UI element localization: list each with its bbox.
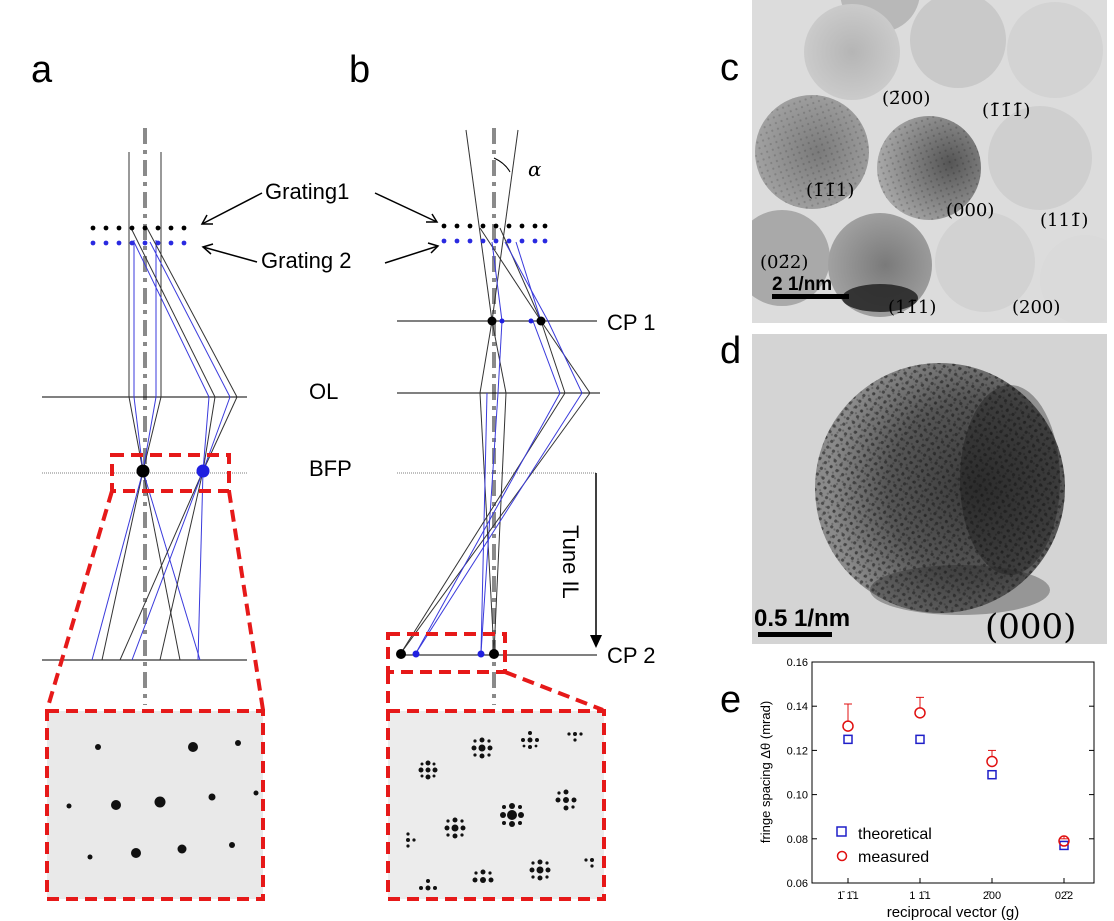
y-tick-label: 0.16 [787,657,808,669]
bfp-selection-box [110,453,231,493]
panel-label-a: a [31,49,53,91]
y-tick-label: 0.08 [787,834,808,846]
panel-label-c: c [720,47,739,89]
point-theoretical [843,734,853,745]
micrograph-c-labels: (2̄00) (1̄1̄1̄) (1̄1̄1) (000) (111̄) (02… [760,88,1088,318]
y-axis: 0.06 0.08 0.10 0.12 0.14 0.16 [787,657,1094,890]
cp1-label: CP 1 [607,310,656,335]
spot-label-111bar-bar: (1̄1̄1) [806,180,854,201]
cp2-label: CP 2 [607,643,656,668]
bfp-spot-black-a [136,464,150,478]
x-tick-label: 1̄ 1̄1 [837,890,858,902]
y-axis-label: fringe spacing Δθ (mrad) [758,701,773,843]
micrograph-d-index: (000) [985,607,1076,647]
legend-marker-measured [836,850,848,862]
spot-label-200: (200) [1012,297,1060,318]
x-tick-label: 2̄00 [983,890,1001,902]
ray-diagram-a [42,128,265,901]
y-tick-label: 0.10 [787,790,808,802]
grating-arrows [200,192,440,264]
x-tick-label: 1 1̄1 [909,890,930,902]
spot-label-200bar: (2̄00) [882,88,930,109]
inset-diffraction-b [386,709,606,901]
micrograph-d-labels: 0.5 1/nm (000) [754,605,1076,647]
scale-bar-d-label: 0.5 1/nm [754,605,850,632]
tune-il-label: Tune IL [558,525,583,599]
grating2-a [90,240,187,246]
point-measured [1058,835,1070,847]
y-tick-label: 0.14 [787,701,808,713]
x-axis: 1̄ 1̄1 1 1̄1 2̄00 02̄2 [837,878,1073,902]
y-tick-label: 0.06 [787,878,808,890]
panel-label-b: b [349,49,370,91]
fringe-spacing-chart: 0.06 0.08 0.10 0.12 0.14 0.16 1̄ 1̄1 1 1̄1 2̄00… [758,657,1095,921]
alpha-label: α [528,157,542,181]
diffraction-clusters-b [406,731,594,891]
grating1-label: Grating1 [265,179,349,204]
micrograph-d [752,334,1107,644]
legend-label-theoretical: theoretical [858,826,932,843]
scale-bar-d [758,632,832,637]
spot-label-11bar1: (11̄1) [888,297,936,318]
point-theoretical [987,769,997,780]
grating1-b [441,223,548,229]
legend-label-measured: measured [858,849,929,866]
grating2-label: Grating 2 [261,248,352,273]
point-theoretical [1059,840,1069,851]
diffraction-spots-a [66,740,259,860]
micrograph-c [752,0,1107,323]
point-measured [842,720,854,732]
ray-diagram-b: α [386,128,606,901]
cp2-selection-box [386,632,507,674]
spot-label-111bar: (111̄) [1040,210,1088,231]
ol-label: OL [309,379,338,404]
spot-label-022bar: (02̄2) [760,252,808,273]
panel-label-d: d [720,330,741,372]
bfp-spot-blue-a [196,464,210,478]
y-tick-label: 0.12 [787,745,808,757]
grating2-b [441,238,548,244]
x-tick-label: 02̄2 [1055,890,1073,902]
legend-marker-theoretical [836,826,847,837]
spot-label-000: (000) [946,200,994,221]
spot-label-111bar-bar-bar: (1̄1̄1̄) [982,100,1030,121]
scale-bar-c-label: 2 1/nm [772,274,832,295]
point-measured [986,755,998,768]
grating1-a [90,225,187,231]
point-measured [914,707,926,719]
chart-plot-area [811,661,1095,884]
scale-bar-c [772,294,849,299]
x-axis-label: reciprocal vector (g) [887,904,1020,921]
panel-label-e: e [720,679,741,721]
point-theoretical [915,734,925,745]
bfp-label: BFP [309,456,352,481]
inset-diffraction-a [45,709,265,901]
chart-marks [842,696,1070,851]
